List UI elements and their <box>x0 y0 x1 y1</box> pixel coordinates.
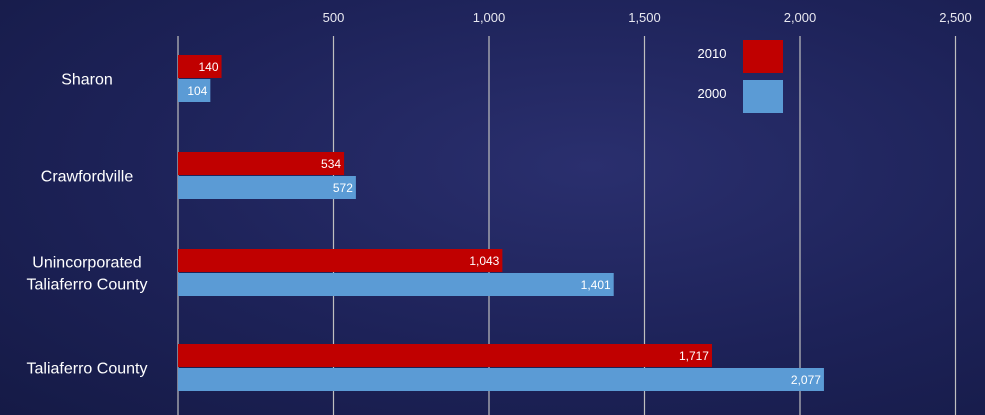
bar-2000 <box>178 368 824 391</box>
category-label: Unincorporated Taliaferro County <box>27 255 148 294</box>
legend-swatch <box>743 40 783 73</box>
x-tick-label: 2,000 <box>784 10 817 25</box>
bar-2000 <box>178 79 211 102</box>
data-label: 104 <box>187 84 207 98</box>
x-tick-label: 1,000 <box>473 10 506 25</box>
category-label: Sharon <box>61 72 113 89</box>
category-labels: Sharon Crawfordville Unincorporated Taliafe… <box>27 72 148 378</box>
category-label: Crawfordville <box>41 169 134 186</box>
data-label: 1,717 <box>679 349 709 363</box>
data-label: 140 <box>199 60 219 74</box>
bar-2010 <box>178 55 222 78</box>
data-label: 1,043 <box>469 254 499 268</box>
bar-2010 <box>178 249 503 272</box>
legend-label: 2000 <box>698 86 727 101</box>
data-labels: 140 104 534 572 1,043 1,401 1,717 2,077 <box>187 60 821 387</box>
x-tick-label: 1,500 <box>628 10 661 25</box>
data-label: 2,077 <box>791 373 821 387</box>
bar-2010 <box>178 344 712 367</box>
bar-2000 <box>178 176 356 199</box>
legend-swatch <box>743 80 783 113</box>
legend: 2010 2000 <box>698 40 783 113</box>
bar-2010 <box>178 152 345 175</box>
legend-label: 2010 <box>698 46 727 61</box>
category-label: Taliaferro County <box>27 361 148 378</box>
x-axis-tick-labels: 500 1,000 1,500 2,000 2,500 <box>323 10 972 25</box>
bar-2000 <box>178 273 614 296</box>
data-label: 572 <box>333 181 353 195</box>
x-tick-label: 500 <box>323 10 345 25</box>
data-label: 1,401 <box>581 278 611 292</box>
data-label: 534 <box>321 157 341 171</box>
bars <box>178 55 824 391</box>
x-tick-label: 2,500 <box>939 10 972 25</box>
